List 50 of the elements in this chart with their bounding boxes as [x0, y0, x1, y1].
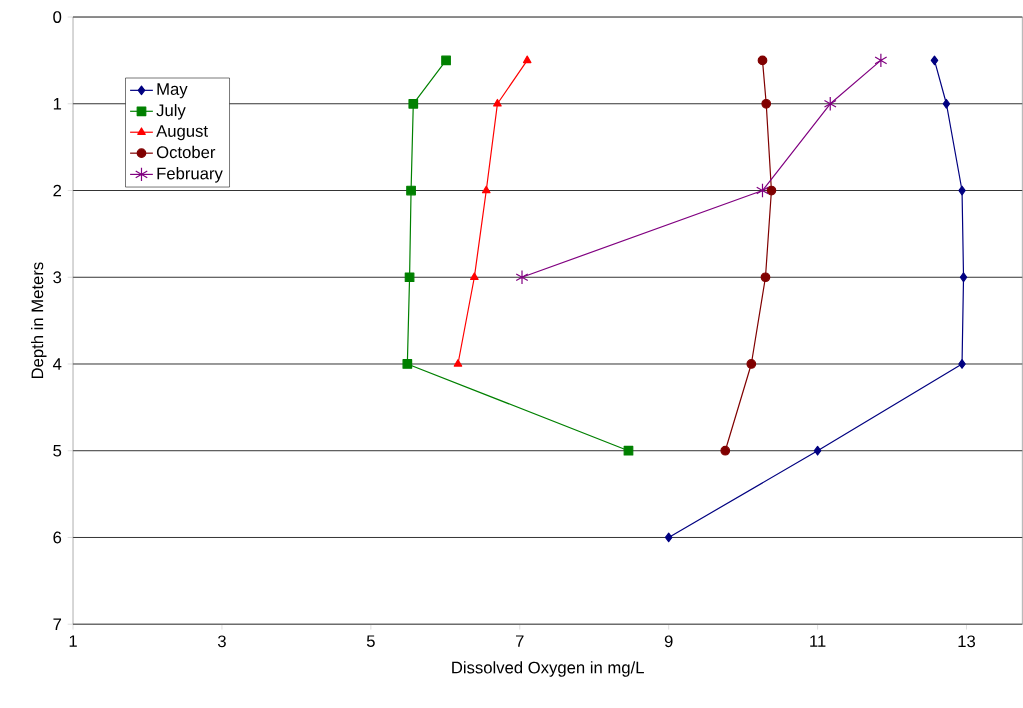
y-tick-label: 0 — [53, 11, 62, 23]
point — [823, 96, 837, 111]
x-tick-label: 5 — [366, 635, 375, 647]
x-tick-label: 11 — [810, 635, 826, 647]
x-axis-title: Dissolved Oxygen in mg/L — [452, 661, 644, 677]
point — [522, 55, 532, 64]
y-axis-title: Depth in Meters — [31, 262, 47, 378]
point — [761, 98, 772, 109]
x-tick-label: 9 — [664, 635, 673, 648]
point — [930, 55, 939, 66]
legend-label: August — [156, 125, 208, 141]
legend-label: May — [157, 83, 188, 99]
point — [623, 445, 634, 456]
legend-label: October — [156, 145, 216, 159]
y-tick-label: 1 — [53, 97, 62, 110]
legend-label: February — [157, 167, 223, 183]
point — [406, 185, 416, 196]
x-tick-label: 13 — [958, 635, 976, 648]
point — [760, 272, 771, 283]
point — [408, 98, 419, 109]
point — [757, 55, 768, 66]
y-tick-label: 2 — [53, 184, 62, 197]
point — [874, 53, 888, 68]
point — [813, 445, 822, 456]
point — [766, 185, 777, 196]
y-tick-label: 7 — [53, 618, 62, 630]
point — [720, 445, 731, 456]
y-tick-label: 6 — [53, 531, 62, 544]
point — [493, 98, 502, 107]
x-tick-label: 1 — [69, 635, 77, 647]
point — [756, 183, 769, 198]
point — [453, 359, 463, 367]
x-tick-label: 3 — [217, 635, 226, 648]
point — [402, 359, 413, 369]
point — [746, 359, 757, 369]
point — [481, 185, 491, 194]
x-tick-label: 7 — [515, 635, 524, 647]
legend-label: July — [156, 103, 186, 120]
point — [664, 532, 673, 543]
point — [441, 55, 451, 66]
y-tick-label: 4 — [52, 358, 62, 370]
point — [470, 272, 479, 280]
point — [515, 269, 529, 285]
point — [958, 185, 966, 196]
point — [958, 359, 966, 369]
point — [959, 272, 968, 283]
point — [942, 98, 951, 109]
point — [404, 272, 415, 283]
y-tick-label: 5 — [53, 444, 62, 457]
y-tick-label: 3 — [53, 271, 62, 284]
